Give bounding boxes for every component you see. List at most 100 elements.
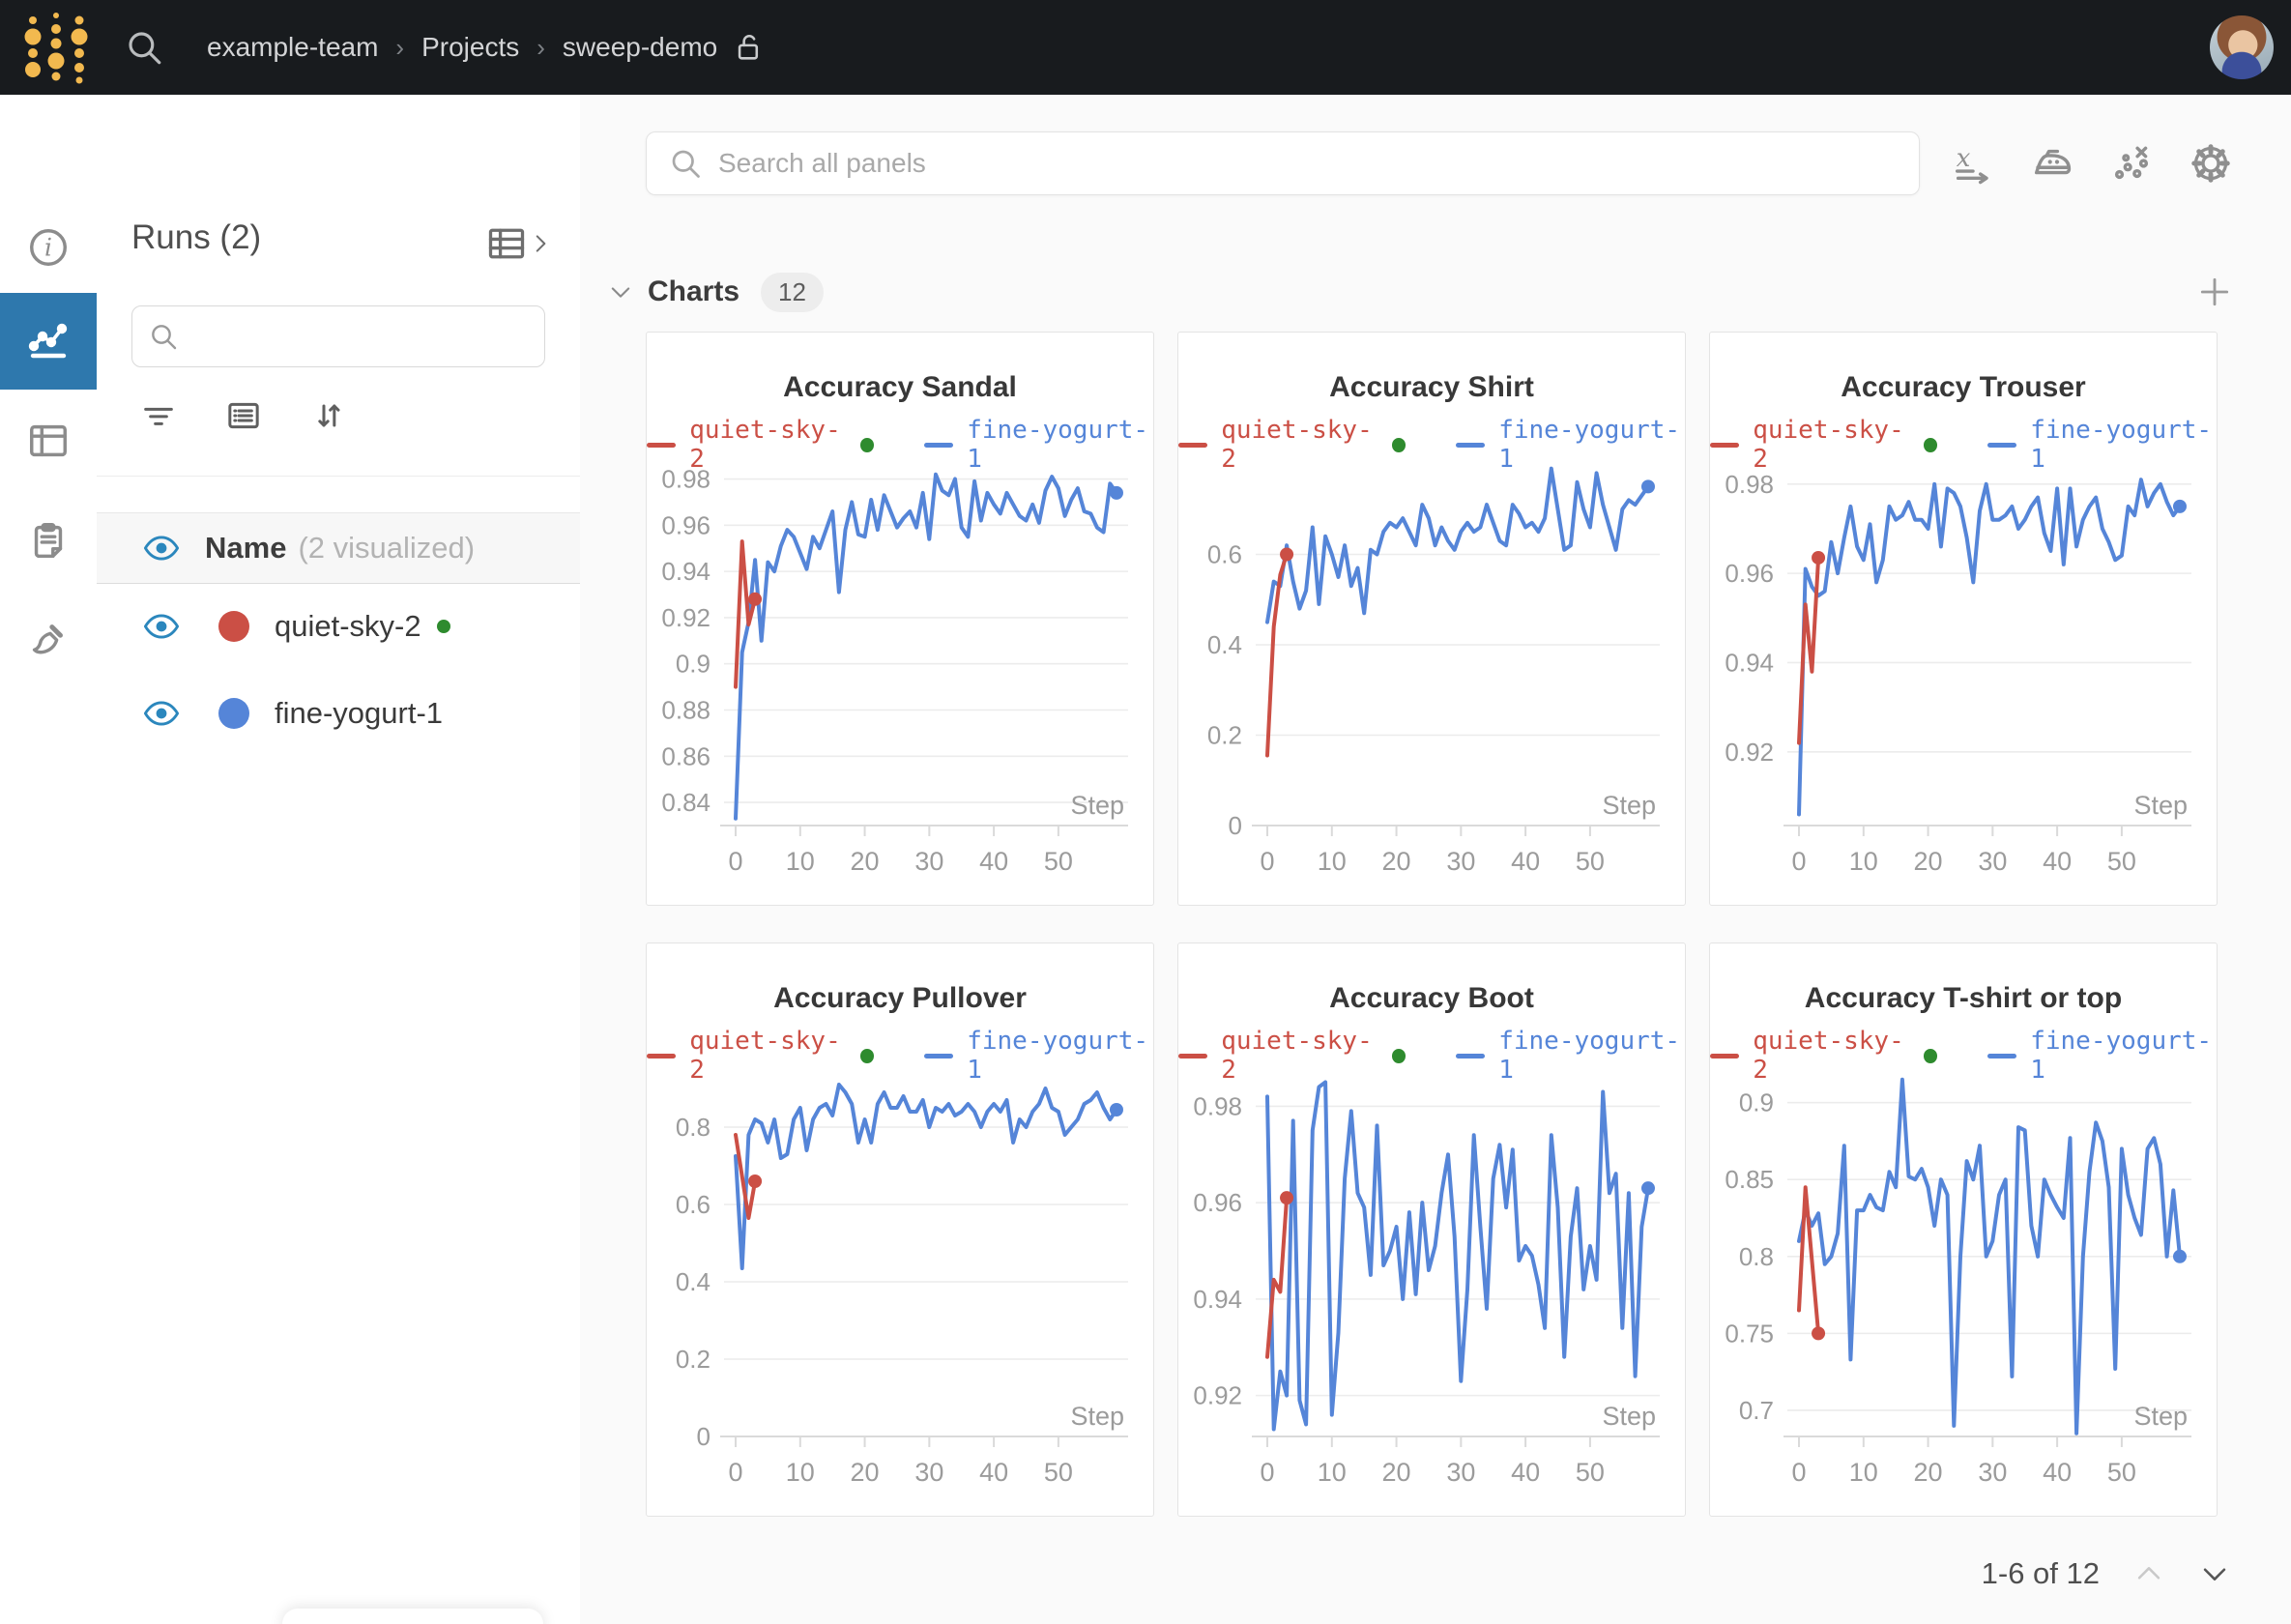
svg-text:0: 0 — [1261, 1458, 1275, 1487]
visibility-eye-icon[interactable] — [143, 530, 180, 566]
breadcrumb-item[interactable]: example-team — [207, 32, 378, 63]
chart-plot[interactable]: 0.920.940.960.9801020304050Step — [1718, 456, 2209, 893]
svg-text:30: 30 — [1446, 847, 1475, 876]
breadcrumb-item[interactable]: Projects — [421, 32, 519, 63]
nav-sweeps-broom-icon[interactable] — [0, 594, 97, 690]
svg-text:Step: Step — [1070, 791, 1124, 820]
legend-dash-icon — [1710, 1054, 1739, 1058]
remove-outliers-icon[interactable] — [2109, 141, 2154, 186]
chart-plot[interactable]: 0.920.940.960.9801020304050Step — [1186, 1067, 1677, 1504]
nav-rail: i — [0, 95, 98, 1624]
page-up-chevron-icon[interactable] — [2132, 1557, 2165, 1590]
svg-text:0.96: 0.96 — [661, 510, 710, 539]
svg-text:Step: Step — [2133, 791, 2188, 820]
svg-text:0.96: 0.96 — [1725, 559, 1774, 588]
svg-text:50: 50 — [2107, 847, 2136, 876]
svg-text:0.96: 0.96 — [1193, 1188, 1242, 1217]
chart-plot[interactable]: 0.840.860.880.90.920.940.960.98010203040… — [654, 456, 1146, 893]
runs-toolbar — [139, 396, 348, 435]
svg-text:Step: Step — [1602, 791, 1656, 820]
svg-text:40: 40 — [1511, 847, 1540, 876]
x-axis-settings-icon[interactable]: x — [1951, 141, 1995, 186]
svg-text:20: 20 — [1914, 1458, 1943, 1487]
chart-panel[interactable]: Accuracy Pullover quiet-sky-2fine-yogurt… — [646, 942, 1154, 1517]
filter-icon[interactable] — [139, 396, 178, 435]
svg-text:20: 20 — [1382, 1458, 1411, 1487]
svg-text:0.92: 0.92 — [661, 603, 710, 632]
search-icon[interactable] — [124, 27, 164, 68]
svg-text:0: 0 — [729, 1458, 743, 1487]
chart-plot[interactable]: 00.20.40.60.801020304050Step — [654, 1067, 1146, 1504]
chart-panel[interactable]: Accuracy T-shirt or top quiet-sky-2fine-… — [1709, 942, 2218, 1517]
settings-gear-icon[interactable] — [2189, 141, 2233, 186]
svg-text:50: 50 — [1044, 847, 1073, 876]
svg-text:0.94: 0.94 — [1193, 1285, 1242, 1314]
avatar[interactable] — [2210, 15, 2274, 79]
run-name[interactable]: quiet-sky-2 — [275, 609, 421, 644]
panel-search-box[interactable] — [646, 131, 1920, 195]
svg-text:0: 0 — [697, 1422, 710, 1451]
chart-panel[interactable]: Accuracy Boot quiet-sky-2fine-yogurt-1 0… — [1177, 942, 1686, 1517]
chart-panel[interactable]: Accuracy Sandal quiet-sky-2fine-yogurt-1… — [646, 332, 1154, 906]
runs-search-input[interactable] — [190, 321, 544, 353]
divider — [97, 476, 580, 477]
run-row[interactable]: fine-yogurt-1 — [97, 670, 580, 757]
runs-header-name-label: Name — [205, 531, 286, 566]
chart-title: Accuracy Trouser — [1710, 371, 2217, 404]
svg-text:0.86: 0.86 — [661, 741, 710, 770]
nav-table-icon[interactable] — [0, 392, 97, 489]
svg-text:0: 0 — [1229, 811, 1242, 840]
visibility-eye-icon[interactable] — [143, 608, 180, 645]
svg-text:40: 40 — [979, 1458, 1008, 1487]
chart-title: Accuracy Boot — [1178, 982, 1685, 1015]
svg-text:0.92: 0.92 — [1725, 738, 1774, 767]
svg-text:0.8: 0.8 — [676, 1113, 710, 1142]
nav-logs-clipboard-icon[interactable] — [0, 493, 97, 590]
legend-status-dot — [1924, 438, 1937, 452]
list-view-icon[interactable] — [224, 396, 263, 435]
legend-dash-icon — [1178, 443, 1207, 448]
svg-text:Step: Step — [2133, 1402, 2188, 1431]
svg-text:50: 50 — [1576, 1458, 1605, 1487]
chart-plot[interactable]: 0.70.750.80.850.901020304050Step — [1718, 1067, 2209, 1504]
page-down-chevron-icon[interactable] — [2198, 1557, 2231, 1590]
add-panel-plus-icon[interactable] — [2196, 274, 2233, 310]
runs-list-header[interactable]: Name (2 visualized) — [97, 512, 580, 584]
legend-dash-icon — [647, 1054, 676, 1058]
legend-status-dot — [1392, 1049, 1406, 1063]
svg-text:20: 20 — [851, 1458, 880, 1487]
workspace-main: x — [580, 95, 2291, 1624]
sort-icon[interactable] — [309, 396, 348, 435]
chart-panel[interactable]: Accuracy Shirt quiet-sky-2fine-yogurt-1 … — [1177, 332, 1686, 906]
smoothing-iron-icon[interactable] — [2030, 141, 2074, 186]
runs-table-expand-button[interactable] — [485, 222, 553, 265]
breadcrumb-item[interactable]: sweep-demo — [563, 32, 717, 63]
svg-text:0.4: 0.4 — [676, 1267, 710, 1296]
breadcrumb-separator: › — [395, 33, 404, 63]
legend-dash-icon — [1178, 1054, 1207, 1058]
runs-search-box[interactable] — [131, 305, 545, 367]
svg-text:0.94: 0.94 — [1725, 648, 1774, 677]
panel-search-input[interactable] — [716, 147, 1919, 180]
run-name[interactable]: fine-yogurt-1 — [275, 696, 443, 731]
wandb-logo[interactable] — [21, 9, 91, 86]
svg-text:40: 40 — [979, 847, 1008, 876]
legend-dash-icon — [647, 443, 676, 448]
visibility-eye-icon[interactable] — [143, 695, 180, 732]
floating-card-partial[interactable] — [282, 1609, 543, 1624]
svg-text:50: 50 — [1576, 847, 1605, 876]
nav-overview-info-icon[interactable]: i — [0, 199, 97, 296]
nav-charts-icon[interactable] — [0, 293, 97, 390]
chevron-down-icon[interactable] — [607, 278, 634, 305]
svg-text:0.9: 0.9 — [1739, 1088, 1774, 1117]
run-row[interactable]: quiet-sky-2 — [97, 583, 580, 670]
chart-title: Accuracy T-shirt or top — [1710, 982, 2217, 1015]
legend-dash-icon — [1456, 1054, 1485, 1058]
svg-text:0.94: 0.94 — [661, 557, 710, 586]
run-status-dot — [437, 620, 450, 633]
chart-panel[interactable]: Accuracy Trouser quiet-sky-2fine-yogurt-… — [1709, 332, 2218, 906]
svg-text:50: 50 — [2107, 1458, 2136, 1487]
breadcrumb: example-team›Projects›sweep-demo — [207, 32, 717, 63]
chart-plot[interactable]: 00.20.40.601020304050Step — [1186, 456, 1677, 893]
pagination-label: 1-6 of 12 — [1982, 1556, 2100, 1591]
